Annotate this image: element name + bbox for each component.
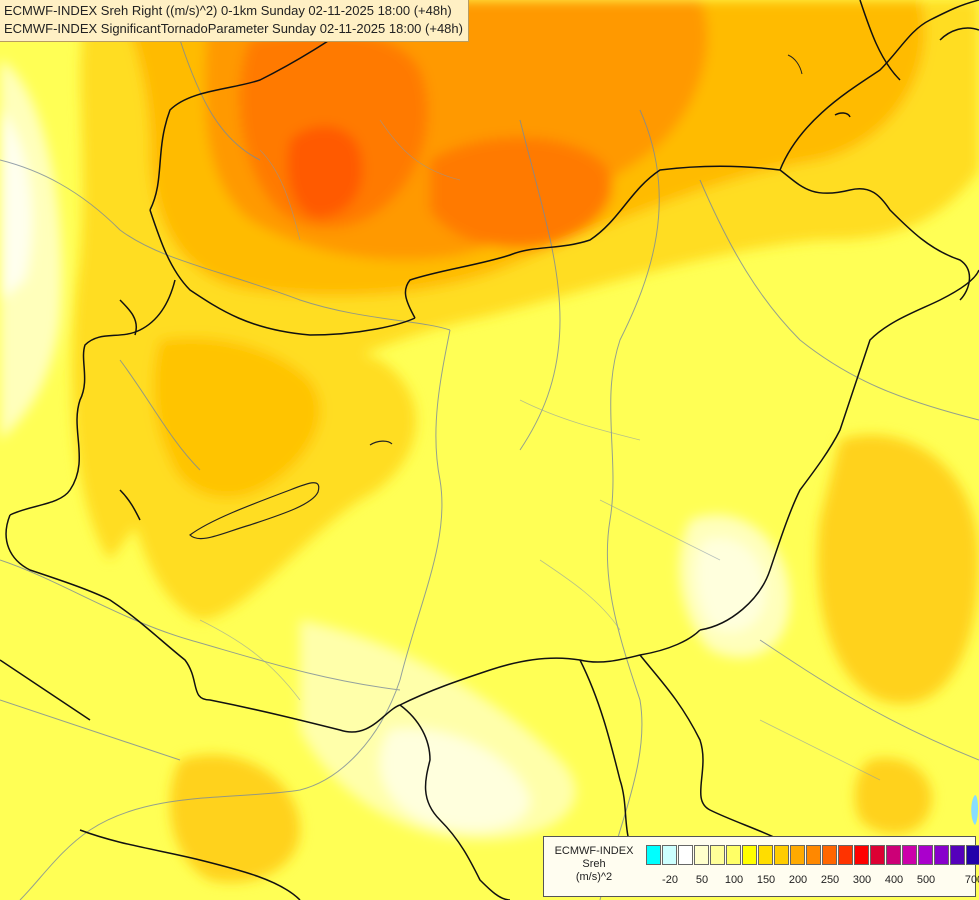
color-legend: ECMWF-INDEX Sreh (m/s)^2 -20 50 100 150 200 2… xyxy=(543,836,979,897)
legend-tick-label: 50 xyxy=(695,874,709,886)
small-lake-outline-east xyxy=(787,54,803,75)
map-title-line-2: ECMWF-INDEX SignificantTornadoParameter … xyxy=(4,21,463,36)
legend-swatch xyxy=(806,845,821,865)
rivers xyxy=(0,39,979,900)
field-red-orange xyxy=(287,126,363,218)
legend-tick-label: 150 xyxy=(756,874,776,886)
legend-tick-label: 200 xyxy=(788,874,808,886)
legend-swatch xyxy=(854,845,869,865)
legend-title-line-2: Sreh xyxy=(582,858,606,870)
legend-swatch xyxy=(950,845,965,865)
field-amber-west xyxy=(153,337,321,499)
legend-tick-label: -20 xyxy=(662,874,678,886)
legend-swatch xyxy=(838,845,853,865)
legend-swatch xyxy=(966,845,979,865)
legend-swatch xyxy=(918,845,933,865)
lake-outline xyxy=(189,482,320,540)
legend-swatch xyxy=(870,845,885,865)
map-title-box: ECMWF-INDEX Sreh Right ((m/s)^2) 0-1km S… xyxy=(0,0,469,42)
field-amber-east xyxy=(817,435,979,704)
legend-title-line-1: ECMWF-INDEX xyxy=(554,845,634,857)
map-title-line-1: ECMWF-INDEX Sreh Right ((m/s)^2) 0-1km S… xyxy=(4,3,452,18)
field-pale-west-inner xyxy=(0,110,32,300)
legend-ticks: -20 50 100 150 200 250 300 400 500 700 xyxy=(646,874,979,888)
legend-swatch xyxy=(662,845,677,865)
legend-swatch xyxy=(934,845,949,865)
legend-tick-label: 300 xyxy=(852,874,872,886)
legend-swatches xyxy=(646,845,979,865)
legend-tick-label: 250 xyxy=(820,874,840,886)
legend-tick-label: 100 xyxy=(724,874,744,886)
field-amber-southwest xyxy=(170,754,300,883)
cyan-patch xyxy=(971,795,978,825)
field-dark-orange-east xyxy=(430,137,612,249)
legend-swatch xyxy=(774,845,789,865)
legend-swatch xyxy=(902,845,917,865)
legend-tick-label: 400 xyxy=(884,874,904,886)
legend-swatch xyxy=(710,845,725,865)
admin-lines xyxy=(199,119,881,781)
legend-swatch xyxy=(678,845,693,865)
legend-swatch xyxy=(886,845,901,865)
legend-swatch xyxy=(822,845,837,865)
small-lake-outline xyxy=(369,440,393,446)
legend-tick-label: 500 xyxy=(916,874,936,886)
legend-swatch xyxy=(726,845,741,865)
field-pale-east-inner xyxy=(695,538,766,632)
legend-swatch xyxy=(742,845,757,865)
legend-tick-label: 700 xyxy=(964,874,979,886)
legend-swatch xyxy=(694,845,709,865)
legend-title: ECMWF-INDEX Sreh (m/s)^2 xyxy=(544,845,644,884)
legend-swatch xyxy=(646,845,661,865)
legend-swatch xyxy=(758,845,773,865)
legend-swatch xyxy=(790,845,805,865)
field-pale-south-inner xyxy=(380,728,530,831)
legend-title-line-3: (m/s)^2 xyxy=(575,871,613,883)
